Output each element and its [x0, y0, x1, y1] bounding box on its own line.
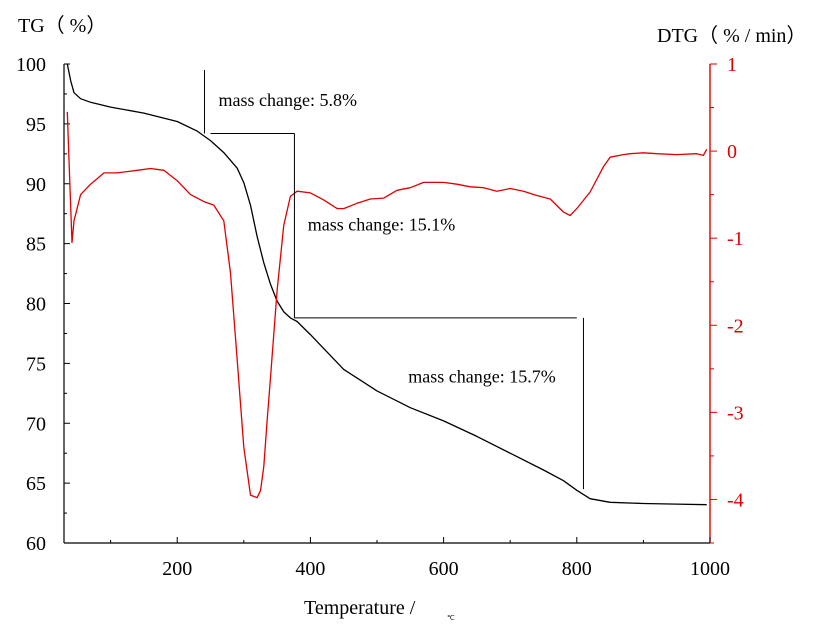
- axis-ticks: 200 400 600 800 1000 60 65 70 75 80 85 90 95 100 -4 -3 -…: [16, 54, 744, 580]
- tg-curve: [66, 63, 707, 506]
- y-left-tick-label: 80: [26, 294, 46, 316]
- y-left-tick-label: 65: [26, 473, 46, 495]
- right-axis-title: DTG（ % / min）: [657, 24, 806, 47]
- mass-change-label: mass change: 5.8%: [219, 90, 357, 110]
- y-left-tick-label: 70: [26, 413, 46, 435]
- y-left-tick-label: 95: [26, 114, 46, 136]
- annotations: mass change: 5.8% mass change: 15.1% mass …: [204, 69, 584, 490]
- x-tick-label: 200: [162, 558, 192, 580]
- y-right-tick-label: -1: [727, 228, 744, 250]
- mass-change-label: mass change: 15.7%: [408, 367, 555, 387]
- mass-change-label: mass change: 15.1%: [308, 214, 455, 234]
- x-tick-label: 1000: [690, 558, 730, 580]
- chart-marks: [66, 63, 708, 506]
- y-left-tick-label: 90: [26, 174, 46, 196]
- x-axis-unit-glyph: ℃: [447, 614, 455, 622]
- dtg-curve: [66, 111, 708, 499]
- y-left-tick-label: 60: [26, 533, 46, 555]
- plot-frame: [63, 64, 711, 544]
- y-right-tick-label: -3: [727, 402, 744, 424]
- y-right-tick-label: -4: [727, 489, 744, 511]
- x-tick-label: 400: [295, 558, 325, 580]
- y-left-tick-label: 75: [26, 353, 46, 375]
- y-left-tick-label: 85: [26, 234, 46, 256]
- y-right-tick-label: 0: [727, 141, 737, 163]
- x-tick-label: 800: [562, 558, 592, 580]
- y-left-tick-label: 100: [16, 54, 46, 76]
- x-axis-title: Temperature /: [304, 597, 416, 619]
- x-tick-label: 600: [429, 558, 459, 580]
- y-right-tick-label: 1: [727, 54, 737, 76]
- y-right-tick-label: -2: [727, 315, 744, 337]
- left-axis-title: TG（ %）: [18, 14, 106, 37]
